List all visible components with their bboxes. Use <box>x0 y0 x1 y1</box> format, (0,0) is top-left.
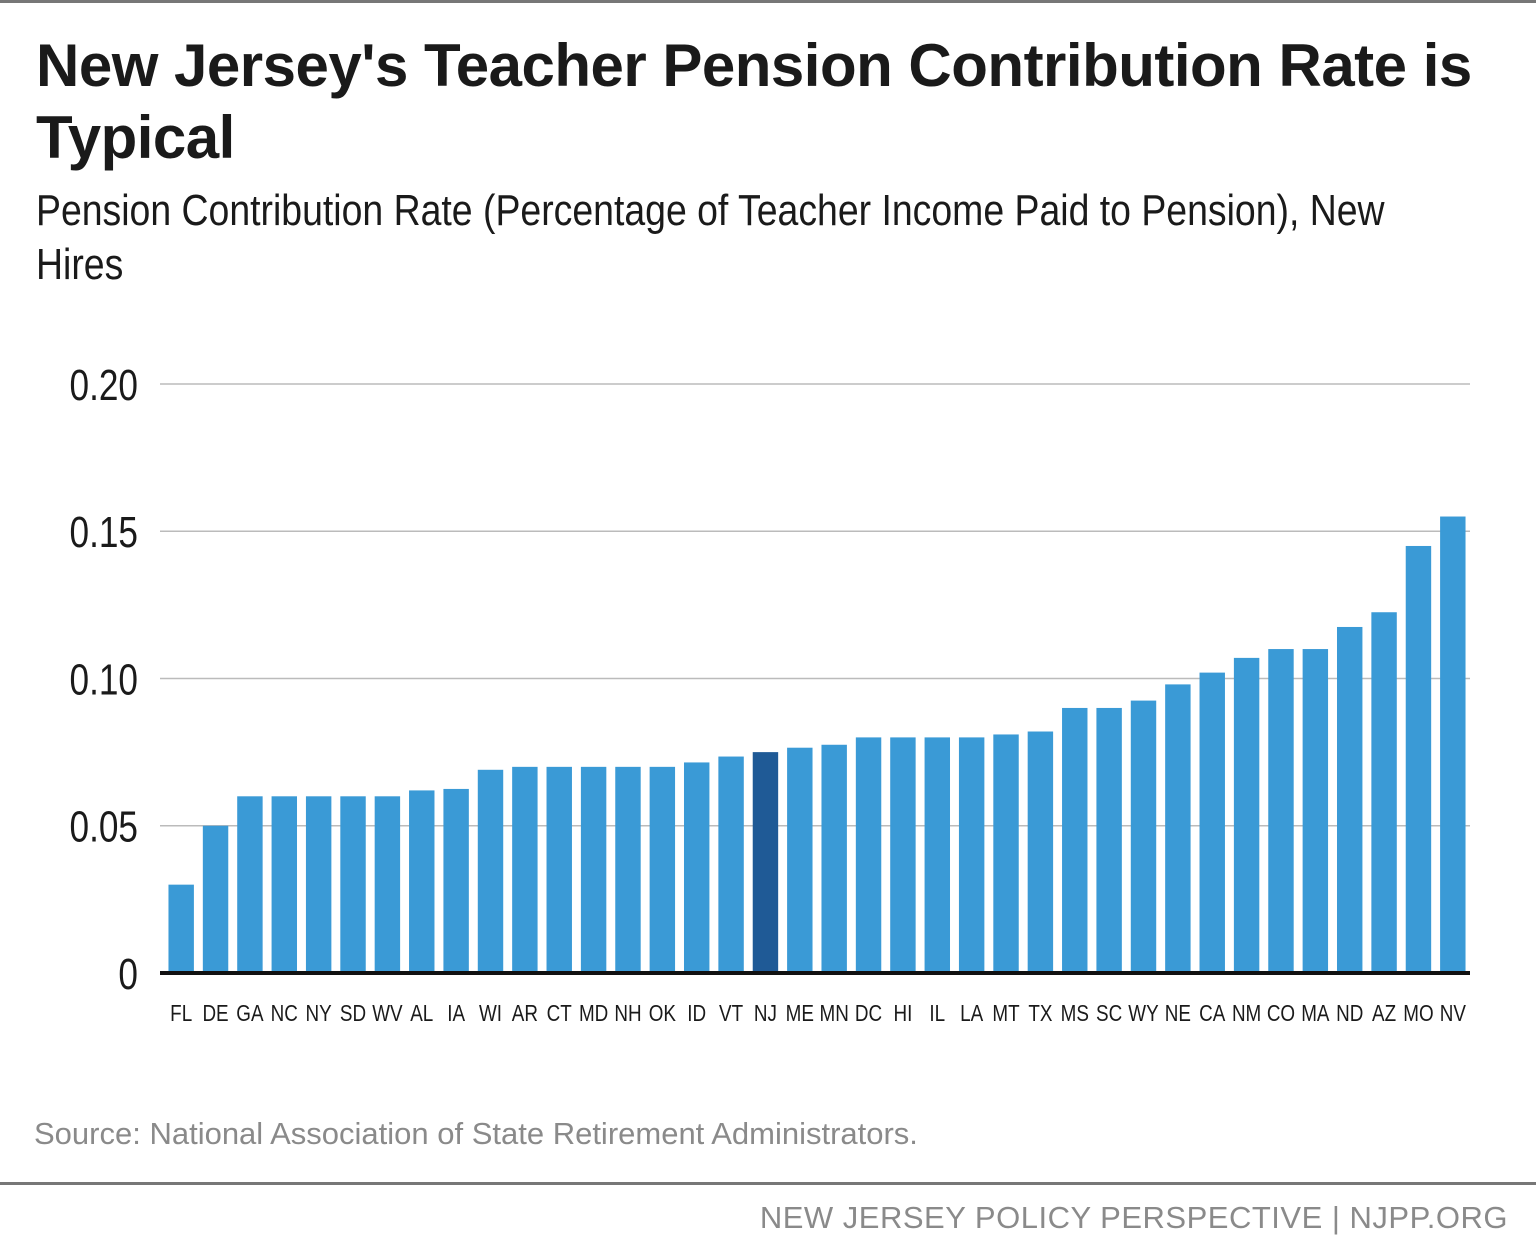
chart-subtitle: Pension Contribution Rate (Percentage of… <box>36 186 1385 289</box>
x-tick-label: ND <box>1336 1001 1363 1026</box>
x-tick-label: MN <box>820 1001 849 1026</box>
x-tick-label: SD <box>340 1001 366 1026</box>
x-tick-label: VT <box>719 1001 743 1026</box>
x-tick-label: FL <box>170 1001 192 1026</box>
x-tick-label: AZ <box>1372 1001 1396 1026</box>
x-tick-label: WI <box>479 1001 502 1026</box>
x-tick-label: IL <box>929 1001 945 1026</box>
x-tick-label: CA <box>1199 1001 1225 1026</box>
bar-nh <box>615 766 641 973</box>
x-tick-label: TX <box>1028 1001 1052 1026</box>
bar-ar <box>512 766 538 973</box>
bar-fl <box>168 884 194 973</box>
bar-dc <box>855 737 882 973</box>
x-tick-label: ID <box>687 1001 706 1026</box>
x-tick-label: GA <box>236 1001 263 1026</box>
x-tick-label: MT <box>992 1001 1019 1026</box>
bar-vt <box>718 756 744 973</box>
x-tick-label: NM <box>1232 1001 1261 1026</box>
x-tick-label: CT <box>547 1001 572 1026</box>
bar-ne <box>1165 684 1191 973</box>
source-note: Source: National Association of State Re… <box>34 1116 918 1151</box>
bar-la <box>958 737 985 973</box>
x-tick-label: MA <box>1301 1001 1329 1026</box>
y-tick-label: 0 <box>118 950 138 999</box>
x-tick-label: MD <box>579 1001 608 1026</box>
x-tick-label: ME <box>786 1001 814 1026</box>
y-tick-label: 0.10 <box>70 656 138 705</box>
x-tick-label: MO <box>1403 1001 1433 1026</box>
y-tick-label: 0.15 <box>70 509 138 558</box>
x-tick-label: LA <box>960 1001 983 1026</box>
bar-ia <box>443 788 469 973</box>
bar-ms <box>1062 707 1088 973</box>
bar-ga <box>237 796 263 973</box>
y-tick-label: 0.05 <box>70 803 138 852</box>
bar-ma <box>1302 649 1329 973</box>
bar-nd <box>1336 626 1363 973</box>
x-tick-label: AR <box>512 1001 538 1026</box>
bar-tx <box>1027 731 1054 973</box>
x-tick-label: OK <box>649 1001 676 1026</box>
bar-wi <box>477 769 504 973</box>
bar-al <box>409 790 435 973</box>
x-tick-label: MS <box>1061 1001 1089 1026</box>
bar-md <box>580 766 607 973</box>
x-tick-label: NH <box>614 1001 641 1026</box>
y-tick-label: 0.20 <box>70 361 138 410</box>
bar-ct <box>546 766 572 973</box>
bar-nv <box>1440 516 1466 973</box>
bar-hi <box>890 737 916 973</box>
x-tick-label: NJ <box>754 1001 777 1026</box>
bar-sc <box>1096 707 1122 973</box>
chart-title: New Jersey's Teacher Pension Contributio… <box>36 32 1472 171</box>
bar-wv <box>374 796 401 973</box>
x-tick-label: NC <box>271 1001 298 1026</box>
x-tick-label: NY <box>306 1001 332 1026</box>
bar-il <box>924 737 951 973</box>
bar-nc <box>271 796 298 973</box>
footer-credit: NEW JERSEY POLICY PERSPECTIVE | NJPP.ORG <box>759 1200 1508 1235</box>
x-tick-label: AL <box>410 1001 433 1026</box>
top-rule <box>0 0 1536 3</box>
x-tick-label: WY <box>1128 1001 1158 1026</box>
bar-wy <box>1130 700 1157 973</box>
bar-az <box>1371 612 1397 973</box>
bar-nj <box>752 752 779 973</box>
bar-id <box>683 762 710 973</box>
bar-de <box>202 825 229 973</box>
x-tick-label: IA <box>447 1001 465 1026</box>
bottom-rule <box>0 1182 1536 1185</box>
bar-co <box>1268 649 1294 973</box>
x-tick-label: CO <box>1267 1001 1295 1026</box>
x-tick-label: SC <box>1096 1001 1122 1026</box>
x-tick-label: DE <box>202 1001 228 1026</box>
x-tick-label: NE <box>1165 1001 1191 1026</box>
x-tick-label: DC <box>855 1001 882 1026</box>
x-tick-label: NV <box>1440 1001 1466 1026</box>
bar-sd <box>340 796 366 973</box>
x-tick-label: WV <box>372 1001 402 1026</box>
bar-mt <box>993 734 1019 973</box>
bar-ca <box>1199 672 1225 973</box>
bar-mo <box>1405 545 1432 973</box>
bar-mn <box>821 744 847 973</box>
bar-ny <box>305 796 332 973</box>
bar-nm <box>1233 657 1260 973</box>
bar-ok <box>649 766 676 973</box>
x-tick-label: HI <box>893 1001 912 1026</box>
bar-me <box>787 747 813 973</box>
